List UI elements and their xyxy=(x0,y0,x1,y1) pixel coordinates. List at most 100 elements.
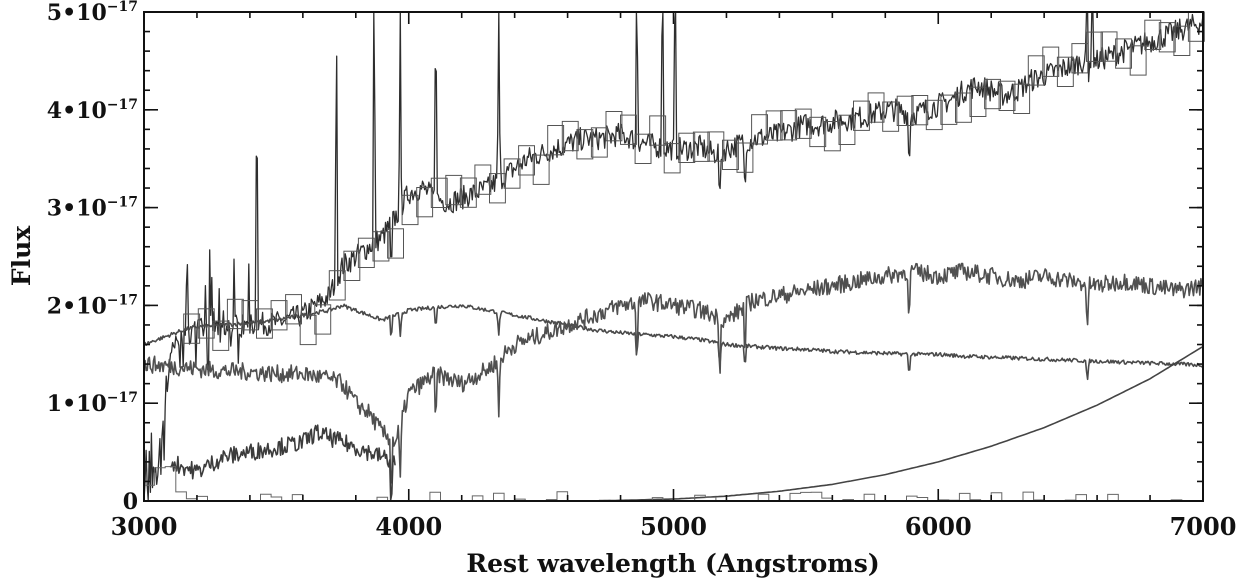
series-line xyxy=(169,424,396,501)
bin-box xyxy=(474,164,492,195)
bin-box xyxy=(547,125,565,156)
y-tick-label: 0 xyxy=(123,489,138,515)
bin-box xyxy=(256,308,273,339)
bin-box xyxy=(503,158,521,189)
bin-box xyxy=(387,228,405,259)
bin-box xyxy=(1100,31,1118,62)
x-tick-label: 5000 xyxy=(640,512,707,541)
bin-box xyxy=(998,80,1016,111)
bin-box xyxy=(736,142,754,173)
bin-box xyxy=(707,131,725,162)
bin-box xyxy=(896,95,914,126)
y-tick-label: 5•10−17 xyxy=(47,0,138,26)
y-tick-label: 1•10−17 xyxy=(47,390,138,417)
x-tick-label: 4000 xyxy=(375,512,442,541)
bin-box xyxy=(401,194,419,226)
bin-box xyxy=(1071,43,1089,74)
bin-box xyxy=(343,250,361,281)
bin-box xyxy=(1013,83,1031,114)
bin-box xyxy=(1042,46,1060,77)
y-tick-exponent: −17 xyxy=(107,292,138,308)
bin-box xyxy=(285,294,303,325)
bin-box xyxy=(605,111,623,142)
bin-box xyxy=(780,110,798,141)
bin-box xyxy=(853,100,870,131)
x-tick-label: 3000 xyxy=(111,512,178,541)
bin-box xyxy=(183,313,201,344)
bin-box xyxy=(1129,45,1147,76)
bin-box xyxy=(1056,56,1074,87)
bin-box xyxy=(1115,38,1132,69)
bin-box xyxy=(445,174,463,206)
y-tick-exponent: −17 xyxy=(107,0,138,15)
bin-box xyxy=(241,300,259,331)
bin-box xyxy=(532,154,550,185)
x-axis-label: Rest wavelength (Angstroms) xyxy=(466,549,879,578)
bin-box xyxy=(794,108,812,139)
bin-box xyxy=(809,116,827,148)
x-tick-label: 7000 xyxy=(1170,512,1237,541)
bin-box xyxy=(925,99,943,131)
bin-box xyxy=(518,145,535,176)
y-tick-exponent: −17 xyxy=(107,195,138,211)
bin-box xyxy=(576,129,594,160)
bin-box xyxy=(1086,31,1103,62)
y-tick-exponent: −17 xyxy=(107,97,138,113)
bin-box xyxy=(765,110,783,141)
bin-box xyxy=(372,231,390,262)
bin-box xyxy=(649,115,667,146)
series-line xyxy=(143,303,1204,381)
binned-box-overlay xyxy=(183,11,1205,351)
bin-box xyxy=(969,86,987,117)
bin-box xyxy=(416,187,434,218)
y-tick-exponent: −17 xyxy=(107,390,138,406)
bin-box xyxy=(590,127,608,158)
bin-box xyxy=(678,132,696,163)
bin-box xyxy=(328,270,346,301)
bin-box xyxy=(270,300,288,331)
bin-box xyxy=(1027,55,1045,86)
bin-box xyxy=(838,114,856,145)
series-layer xyxy=(143,11,1204,502)
bin-box xyxy=(459,177,477,208)
bin-box xyxy=(940,94,958,125)
bin-box xyxy=(823,121,841,152)
y-tick-base: 3•10 xyxy=(47,196,107,222)
y-tick-base: 5•10 xyxy=(47,0,107,26)
series-line xyxy=(593,345,1204,502)
bin-box xyxy=(663,143,681,174)
bin-box xyxy=(955,92,972,123)
y-axis-label: Flux xyxy=(7,225,36,286)
bin-box xyxy=(561,120,579,152)
y-tick-label: 2•10−17 xyxy=(47,292,138,319)
bin-box xyxy=(692,131,710,162)
y-axis-ticks: 01•10−172•10−173•10−174•10−175•10−17 xyxy=(47,0,1203,515)
x-axis-ticks: 3000 4000 5000 6000 7000 xyxy=(111,12,1237,541)
x-tick-label: 6000 xyxy=(905,512,972,541)
bin-box xyxy=(722,139,739,170)
y-tick-base: 0 xyxy=(123,489,138,515)
y-tick-base: 1•10 xyxy=(47,391,107,417)
bin-box xyxy=(430,177,448,208)
y-tick-label: 3•10−17 xyxy=(47,195,138,222)
series-line xyxy=(143,262,1204,484)
y-tick-label: 4•10−17 xyxy=(47,97,138,124)
bin-box xyxy=(751,114,768,145)
bin-box xyxy=(299,314,317,346)
bin-box xyxy=(867,92,885,123)
y-tick-base: 4•10 xyxy=(47,98,107,124)
bin-box xyxy=(357,237,375,268)
bin-box xyxy=(634,133,652,164)
bin-box xyxy=(197,308,215,339)
y-tick-base: 2•10 xyxy=(47,293,107,319)
bin-box xyxy=(314,304,332,335)
bin-box xyxy=(911,95,929,126)
bin-box xyxy=(226,298,244,330)
bin-box xyxy=(882,101,900,132)
bin-box xyxy=(620,114,637,145)
bin-box xyxy=(212,320,230,351)
bin-box xyxy=(1158,22,1176,53)
series-line xyxy=(143,11,1204,502)
bin-box xyxy=(1144,19,1162,50)
